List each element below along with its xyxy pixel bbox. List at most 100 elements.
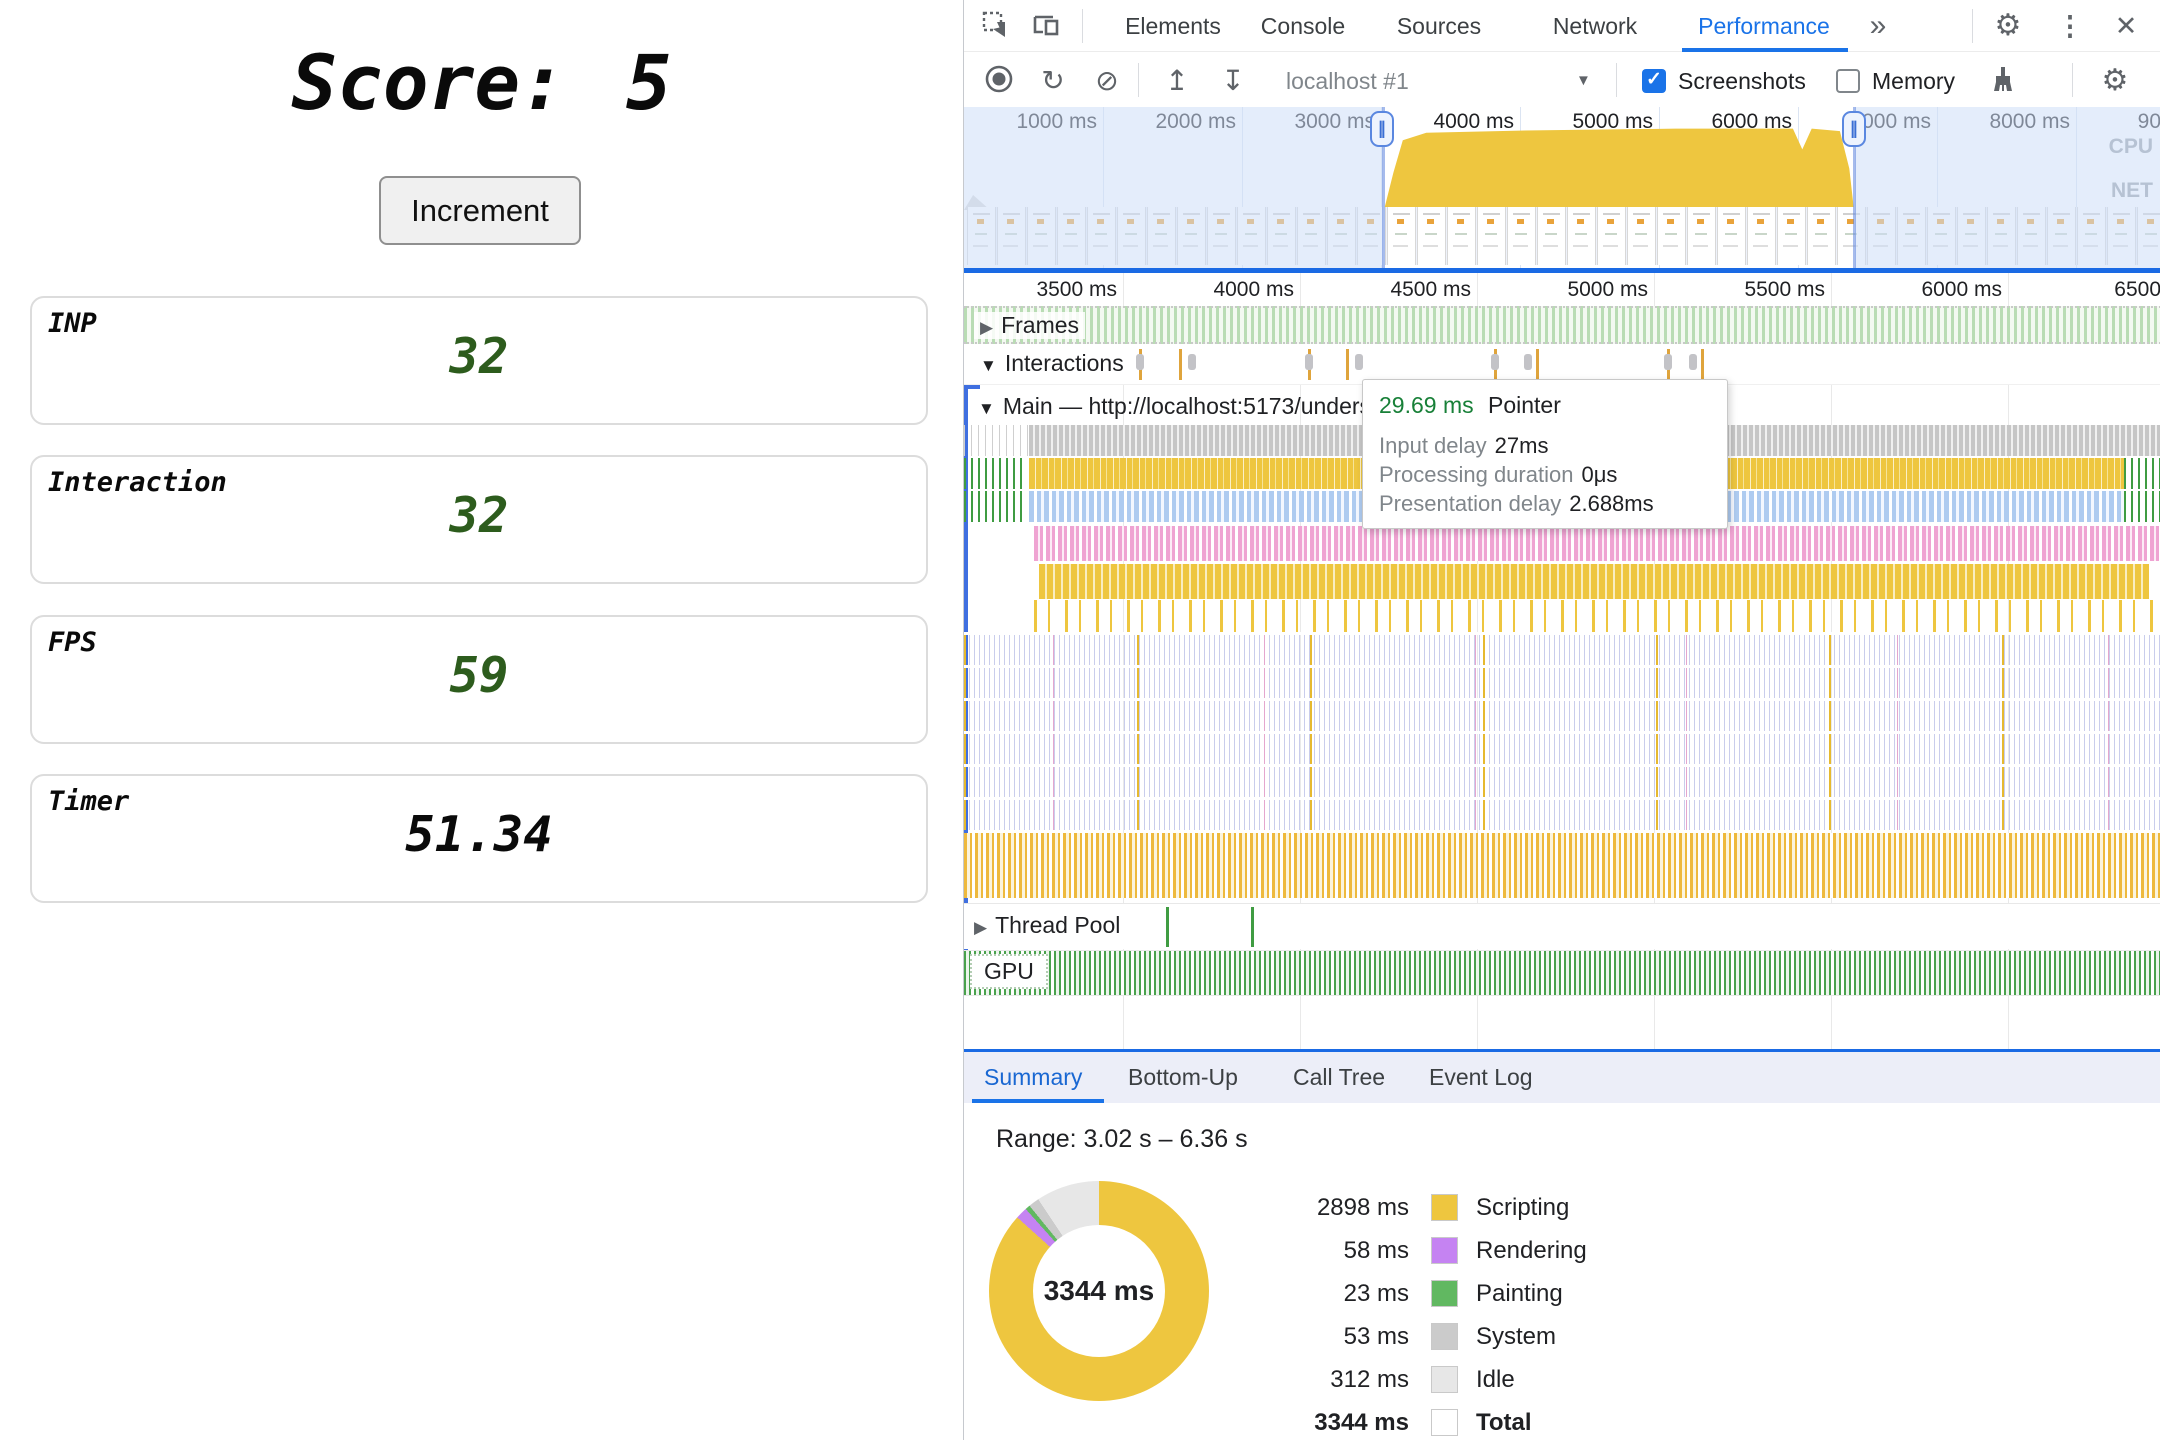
memory-label: Memory bbox=[1872, 68, 1956, 94]
summary-active-underline bbox=[972, 1099, 1104, 1103]
main-track-label: Main — http://localhost:5173/unders bbox=[1002, 393, 1372, 419]
legend-value: 58 ms bbox=[1343, 1236, 1409, 1264]
interactions-label: Interactions bbox=[1004, 350, 1124, 376]
interactions-track[interactable]: ▼ Interactions bbox=[964, 344, 2160, 385]
overview-tick: 5000 ms bbox=[1572, 110, 1653, 133]
timeline-overview[interactable]: 1000 ms 2000 ms 3000 ms 4000 ms 5000 ms … bbox=[964, 107, 2160, 273]
separator bbox=[2072, 63, 2073, 97]
active-tab-underline bbox=[1682, 48, 1848, 52]
frames-track[interactable]: ▶ Frames bbox=[964, 306, 2160, 344]
painting-swatch bbox=[1431, 1280, 1458, 1307]
tooltip-duration: 29.69 ms bbox=[1379, 392, 1474, 418]
selection-handle-right[interactable]: ∥ bbox=[1842, 111, 1866, 147]
metric-card-interaction: Interaction 32 bbox=[30, 455, 928, 584]
demo-page: Score: 5 Increment INP 32 Interaction 32… bbox=[0, 0, 963, 1440]
settings-gear-icon[interactable]: ⚙ bbox=[1994, 9, 2022, 42]
memory-checkbox[interactable] bbox=[1836, 69, 1860, 93]
tab-event-log[interactable]: Event Log bbox=[1429, 1064, 1533, 1090]
legend-label: Idle bbox=[1476, 1365, 1515, 1393]
kebab-menu-icon[interactable]: ⋮ bbox=[2056, 11, 2084, 41]
performance-toolbar: ↻ ⊘ ↥ ↧ localhost #1 ▼ Screenshots Memor… bbox=[964, 52, 2160, 107]
selection-edge-right bbox=[1853, 107, 1856, 268]
rendering-swatch bbox=[1431, 1237, 1458, 1264]
tooltip-row-label: Presentation delay bbox=[1379, 491, 1562, 516]
tab-bottom-up[interactable]: Bottom-Up bbox=[1128, 1064, 1238, 1090]
expanded-arrow-icon[interactable]: ▼ bbox=[978, 399, 995, 418]
ruler-tick: 4000 ms bbox=[1213, 278, 1294, 301]
tab-sources[interactable]: Sources bbox=[1396, 13, 1482, 39]
card-label: FPS bbox=[48, 627, 97, 658]
score-label: Score: bbox=[291, 38, 566, 127]
tab-elements[interactable]: Elements bbox=[1125, 13, 1221, 39]
legend-label: Total bbox=[1476, 1408, 1532, 1436]
legend-value: 23 ms bbox=[1343, 1279, 1409, 1307]
screenshots-checkbox[interactable] bbox=[1642, 68, 1666, 93]
record-icon[interactable] bbox=[982, 64, 1016, 98]
card-value: 32 bbox=[449, 328, 509, 385]
legend-value: 3344 ms bbox=[1314, 1408, 1409, 1436]
summary-legend: 2898 ms Scripting 58 ms Rendering 23 ms … bbox=[1259, 1186, 1739, 1440]
legend-value: 53 ms bbox=[1343, 1322, 1409, 1350]
activity-donut-chart: 3344 ms bbox=[989, 1181, 1209, 1401]
frames-label: Frames bbox=[1001, 312, 1080, 338]
garbage-collect-icon[interactable] bbox=[1986, 64, 2020, 98]
legend-label: Rendering bbox=[1476, 1236, 1587, 1264]
inspect-element-icon[interactable] bbox=[980, 10, 1012, 42]
ruler-tick-clipped: 6500 bbox=[2114, 278, 2160, 301]
tab-performance[interactable]: Performance bbox=[1698, 13, 1830, 39]
device-toolbar-icon[interactable] bbox=[1030, 10, 1062, 42]
summary-range: Range: 3.02 s – 6.36 s bbox=[996, 1125, 1248, 1153]
legend-row: 312 ms Idle bbox=[1259, 1358, 1739, 1401]
gpu-track[interactable]: GPU bbox=[964, 950, 2160, 996]
collapsed-arrow-icon[interactable]: ▶ bbox=[974, 918, 988, 937]
profile-select[interactable]: localhost #1 bbox=[1286, 68, 1409, 94]
main-track-header[interactable]: ▼ Main — http://localhost:5173/unders bbox=[978, 389, 1371, 423]
overview-dim-right bbox=[1855, 107, 2160, 268]
tooltip-row-value: 2.688ms bbox=[1569, 491, 1654, 516]
close-icon[interactable]: ✕ bbox=[2114, 11, 2138, 41]
tooltip-row-value: 0μs bbox=[1581, 462, 1618, 487]
capture-settings-gear-icon[interactable]: ⚙ bbox=[2101, 64, 2129, 97]
separator bbox=[1616, 63, 1617, 97]
page-title: Score: 5 bbox=[0, 38, 963, 127]
interaction-tooltip: 29.69 ms Pointer Input delay 27ms Process… bbox=[1362, 379, 1728, 529]
flame-band-timers bbox=[1034, 526, 2160, 561]
overview-divider bbox=[964, 268, 2160, 273]
tab-console[interactable]: Console bbox=[1260, 13, 1346, 39]
download-profile-icon[interactable]: ↧ bbox=[1221, 65, 1245, 96]
chevron-down-icon[interactable]: ▼ bbox=[1576, 72, 1591, 89]
more-tabs-icon[interactable]: » bbox=[1869, 9, 1887, 42]
expanded-arrow-icon[interactable]: ▼ bbox=[980, 356, 997, 375]
collapsed-arrow-icon[interactable]: ▶ bbox=[980, 318, 994, 337]
tooltip-row-label: Processing duration bbox=[1379, 462, 1574, 487]
devtools-tabbar: Elements Console Sources Network Perform… bbox=[964, 0, 2160, 52]
overview-tick: 6000 ms bbox=[1711, 110, 1792, 133]
devtools-panel: Elements Console Sources Network Perform… bbox=[963, 0, 2160, 1440]
thread-pool-track[interactable]: ▶ Thread Pool bbox=[964, 903, 2160, 949]
selection-handle-left[interactable]: ∥ bbox=[1370, 111, 1394, 147]
tooltip-row-value: 27ms bbox=[1494, 433, 1549, 458]
tab-call-tree[interactable]: Call Tree bbox=[1293, 1064, 1386, 1090]
increment-button[interactable]: Increment bbox=[379, 176, 581, 245]
legend-row: 2898 ms Scripting bbox=[1259, 1186, 1739, 1229]
flame-band-bottom-activity bbox=[964, 833, 2160, 898]
legend-value: 2898 ms bbox=[1316, 1193, 1409, 1221]
tab-network[interactable]: Network bbox=[1552, 13, 1638, 39]
clear-icon[interactable]: ⊘ bbox=[1095, 65, 1119, 96]
system-swatch bbox=[1431, 1323, 1458, 1350]
metric-card-inp: INP 32 bbox=[30, 296, 928, 425]
overview-tick: 4000 ms bbox=[1433, 110, 1514, 133]
summary-divider[interactable] bbox=[964, 1049, 2160, 1052]
total-swatch bbox=[1431, 1409, 1458, 1436]
card-value: 32 bbox=[449, 487, 509, 544]
timeline-main-view[interactable]: 3500 ms 4000 ms 4500 ms 5000 ms 5500 ms … bbox=[964, 273, 2160, 1050]
ruler-tick: 5000 ms bbox=[1567, 278, 1648, 301]
legend-row: 58 ms Rendering bbox=[1259, 1229, 1739, 1272]
reload-record-icon[interactable]: ↻ bbox=[1041, 65, 1065, 96]
donut-total: 3344 ms bbox=[1043, 1275, 1155, 1306]
legend-row: 23 ms Painting bbox=[1259, 1272, 1739, 1315]
upload-profile-icon[interactable]: ↥ bbox=[1165, 65, 1189, 96]
tab-summary[interactable]: Summary bbox=[984, 1064, 1083, 1090]
card-value: 59 bbox=[449, 647, 509, 704]
card-value: 51.34 bbox=[405, 806, 553, 863]
